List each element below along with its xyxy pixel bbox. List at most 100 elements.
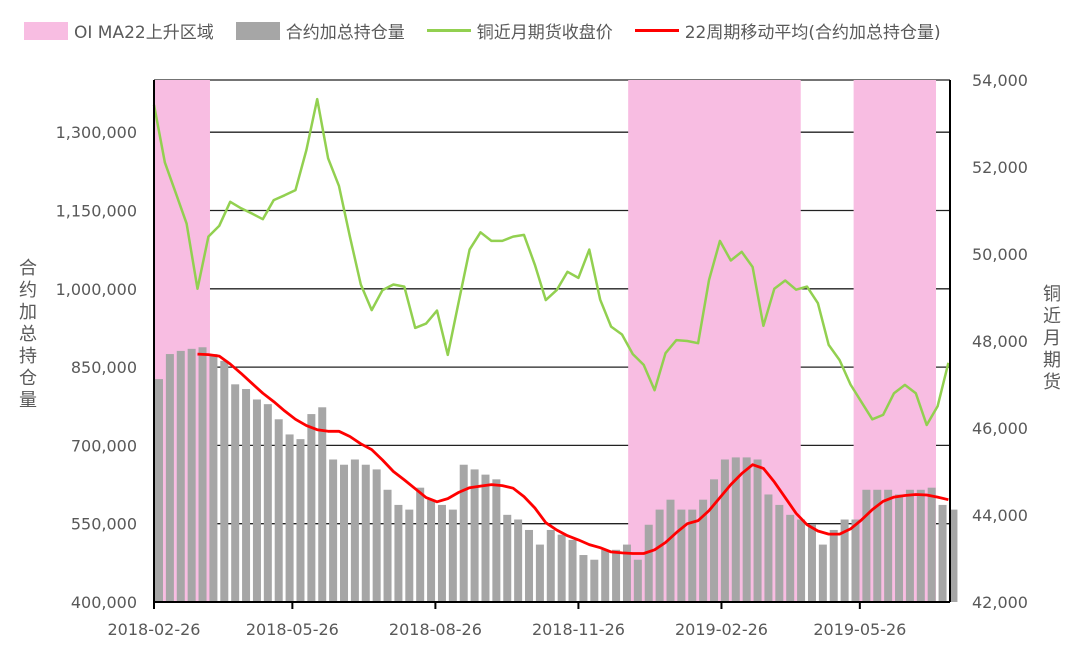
y-right-title: 铜近月期货 xyxy=(1043,284,1061,393)
legend-item-oi: 合约加总持仓量 xyxy=(235,18,405,43)
y-right-tick-label: 48,000 xyxy=(972,332,1028,351)
oi-bar xyxy=(285,434,294,602)
oi-bar xyxy=(710,479,719,602)
oi-bar xyxy=(525,529,534,602)
oi-bar xyxy=(394,504,403,602)
oi-bar xyxy=(361,464,370,602)
legend-item-price: 铜近月期货收盘价 xyxy=(426,18,613,43)
oi-bar xyxy=(655,509,664,602)
oi-bar xyxy=(340,464,349,602)
oi-bar xyxy=(916,489,925,602)
x-tick-label: 2018-02-26 xyxy=(108,620,201,639)
y-right-tick-label: 46,000 xyxy=(972,419,1028,438)
oi-bar xyxy=(187,348,196,602)
y-right-tick-label: 44,000 xyxy=(972,506,1028,525)
y-left-tick-label: 1,150,000 xyxy=(56,202,137,221)
legend-item-shaded: OI MA22上升区域 xyxy=(24,18,214,43)
oi-bar xyxy=(209,354,218,602)
oi-bar xyxy=(742,457,751,602)
x-tick-label: 2019-02-26 xyxy=(675,620,768,639)
oi-bar xyxy=(220,360,229,602)
oi-bar xyxy=(372,469,381,602)
oi-bar xyxy=(514,519,523,602)
oi-bar xyxy=(622,544,631,602)
y-right-tick-label: 50,000 xyxy=(972,245,1028,264)
oi-bar xyxy=(481,474,490,602)
legend-label: 铜近月期货收盘价 xyxy=(476,23,613,43)
oi-bar xyxy=(731,457,740,602)
oi-bar xyxy=(535,544,544,602)
oi-bar xyxy=(862,489,871,602)
oi-bar xyxy=(383,489,392,602)
oi-bar xyxy=(666,499,675,602)
legend-swatch-gray xyxy=(235,21,280,40)
oi-bar xyxy=(176,350,185,602)
oi-bar xyxy=(318,407,327,602)
oi-bar xyxy=(829,529,838,602)
oi-bar xyxy=(840,519,849,602)
y-left-tick-label: 700,000 xyxy=(71,436,137,455)
oi-bar xyxy=(416,487,425,602)
legend-label: 合约加总持仓量 xyxy=(285,23,405,43)
y-left-title: 合约加总持仓量 xyxy=(19,258,37,411)
legend-swatch-green xyxy=(426,29,471,32)
ma22-line xyxy=(197,352,949,555)
oi-bar xyxy=(851,519,860,602)
oi-bar xyxy=(231,384,240,602)
oi-bar xyxy=(350,459,359,602)
oi-bar xyxy=(492,479,501,602)
oi-bar xyxy=(753,459,762,602)
oi-bar xyxy=(448,509,457,602)
oi-bar xyxy=(884,489,893,602)
oi-bar xyxy=(296,439,305,602)
oi-bar xyxy=(797,519,806,602)
oi-bar xyxy=(644,524,653,602)
y-right-tick-label: 42,000 xyxy=(972,593,1028,612)
oi-bar xyxy=(503,514,512,602)
oi-bar xyxy=(612,549,621,602)
y-left-tick-label: 1,000,000 xyxy=(56,280,137,299)
oi-bar xyxy=(764,494,773,602)
oi-bar xyxy=(470,469,479,602)
legend-swatch-pink xyxy=(24,21,68,40)
oi-bar xyxy=(938,504,947,602)
oi-bar xyxy=(405,509,414,602)
legend-swatch-red xyxy=(634,29,679,32)
oi-bar xyxy=(242,389,251,602)
oi-bar xyxy=(329,459,338,602)
oi-bar xyxy=(927,487,936,602)
x-tick-label: 2018-11-26 xyxy=(532,620,625,639)
oi-bar xyxy=(579,555,588,602)
oi-bar xyxy=(873,489,882,602)
oi-bar xyxy=(427,499,436,602)
y-left-tick-label: 850,000 xyxy=(71,358,137,377)
legend-label: OI MA22上升区域 xyxy=(74,23,214,43)
oi-bar xyxy=(699,499,708,602)
oi-bar xyxy=(905,489,914,602)
oi-bar xyxy=(786,514,795,602)
oi-bar xyxy=(252,399,261,602)
oi-bar xyxy=(459,464,468,602)
y-right-tick-label: 52,000 xyxy=(972,158,1028,177)
x-tick-label: 2018-08-26 xyxy=(389,620,482,639)
oi-bar xyxy=(688,509,697,602)
y-left-tick-label: 550,000 xyxy=(71,515,137,534)
x-tick-label: 2018-05-26 xyxy=(246,620,339,639)
legend-label: 22周期移动平均(合约加总持仓量) xyxy=(684,23,941,43)
oi-bar xyxy=(677,509,686,602)
oi-bar xyxy=(775,504,784,602)
x-tick-label: 2019-05-26 xyxy=(813,620,906,639)
legend-item-ma: 22周期移动平均(合约加总持仓量) xyxy=(634,18,941,43)
legend: OI MA22上升区域 合约加总持仓量 铜近月期货收盘价 22周期移动平均(合约… xyxy=(24,18,963,43)
oi-bar xyxy=(198,347,207,602)
oi-bar xyxy=(437,504,446,602)
oi-bar xyxy=(165,354,174,602)
oi-bar xyxy=(601,549,610,602)
oi-bar xyxy=(720,459,729,602)
oi-bar xyxy=(590,559,599,602)
y-left-tick-label: 1,300,000 xyxy=(56,123,137,142)
oi-bar xyxy=(557,534,566,602)
price-line xyxy=(152,97,950,427)
oi-bar xyxy=(818,544,827,602)
